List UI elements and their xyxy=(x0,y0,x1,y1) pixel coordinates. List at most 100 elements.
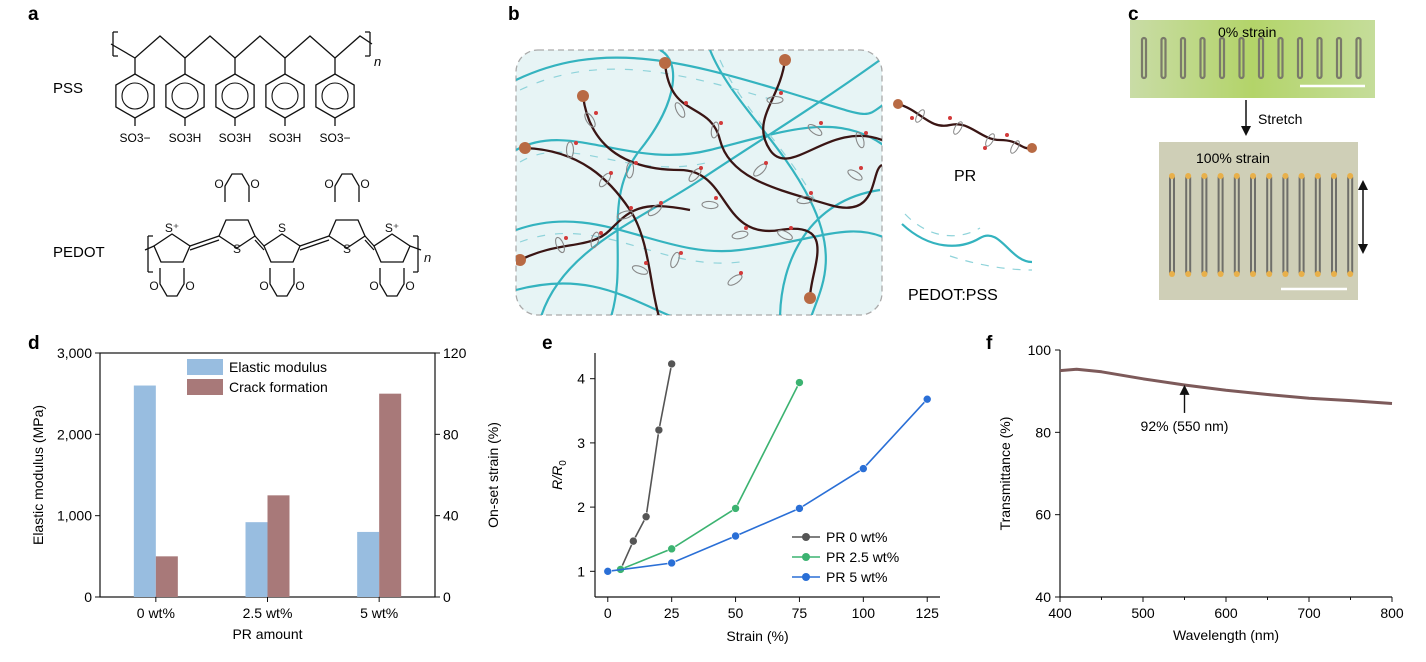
series-point xyxy=(603,567,613,576)
series-point xyxy=(667,544,676,554)
panel-c-letter: c xyxy=(1128,4,1139,25)
x-tick-label: 0 wt% xyxy=(137,605,175,621)
x-axis-label: Strain (%) xyxy=(726,628,788,644)
pss-group-label: SO3H xyxy=(219,131,252,145)
pr-legend-label: PR xyxy=(954,168,976,185)
series-point xyxy=(654,425,664,435)
oxygen-label: O xyxy=(360,177,369,191)
y-tick-label: 0 xyxy=(84,589,92,605)
network-content xyxy=(516,50,882,315)
pedot-subscript-n: n xyxy=(424,250,431,265)
chart-d: d 0 1,000 2,000 3,000 0 40 80 120 0 wt% 2.5 wt% 5 … xyxy=(28,333,501,642)
sulfur-label: S⁺ xyxy=(165,221,179,235)
x-axis-label: Wavelength (nm) xyxy=(1173,627,1279,643)
bar-crack-formation xyxy=(155,556,178,597)
bar-elastic-modulus xyxy=(133,385,156,597)
oxygen-label: O xyxy=(369,279,378,293)
series-point xyxy=(629,536,638,546)
sulfur-label: S⁺ xyxy=(385,221,399,235)
series-point xyxy=(922,394,932,404)
y-axis-label: R/R0 xyxy=(549,460,569,490)
y-tick-label: 2 xyxy=(577,499,585,515)
panel-e-letter: e xyxy=(542,333,553,354)
pr-chains xyxy=(519,59,882,315)
panel-a: a PSS PEDOT n SO3− SO3H SO3H SO3H SO3− S⁺ S S S… xyxy=(0,0,470,320)
panel-c-photos: c 0% strain Stretch 100% strain xyxy=(1128,4,1375,300)
pss-group-label: SO3− xyxy=(319,131,350,145)
series-point xyxy=(795,378,804,387)
series-point xyxy=(731,531,740,541)
panel-c: c 0% strain Stretch 100% strain xyxy=(1095,0,1426,320)
y-tick-label: 1,000 xyxy=(57,508,92,524)
panel-b: b xyxy=(480,0,1050,320)
panel-e: e 0 25 50 75 100 125 1 2 3 4 Strain (%) R/R0 PR 0 wt… xyxy=(520,325,970,657)
x-tick-label: 600 xyxy=(1214,605,1238,621)
pss-group-label: SO3H xyxy=(269,131,302,145)
top-photo-lines xyxy=(1140,36,1362,80)
y-tick-label: 3,000 xyxy=(57,345,92,361)
legend-marker xyxy=(802,573,810,581)
pr-end-beads xyxy=(516,54,816,304)
x-tick-label: 0 xyxy=(604,605,612,621)
legend-label: PR 5 wt% xyxy=(826,569,887,585)
pss-group-label: SO3H xyxy=(169,131,202,145)
y-right-tick-label: 40 xyxy=(443,508,459,524)
chart-e: e 0 25 50 75 100 125 1 2 3 4 Strain (%) R/R0 PR 0 wt… xyxy=(542,333,940,644)
oxygen-label: O xyxy=(324,177,333,191)
series-point xyxy=(731,504,740,513)
x-tick-label: 25 xyxy=(664,605,680,621)
annotation-label: 92% (550 nm) xyxy=(1141,418,1229,434)
legend-marker xyxy=(802,553,810,561)
y-tick-label: 2,000 xyxy=(57,426,92,442)
chart-f: f 400 500 600 700 800 40 60 80 100 Wavelength (nm… xyxy=(986,333,1404,643)
oxygen-label: O xyxy=(149,279,158,293)
series-line xyxy=(619,363,673,570)
legend-label: Elastic modulus xyxy=(229,359,327,375)
x-tick-label: 700 xyxy=(1297,605,1321,621)
y-right-axis-label: On-set strain (%) xyxy=(485,422,501,528)
series-point xyxy=(795,504,804,513)
double-arrow-bottom xyxy=(1358,244,1368,254)
y-axis-label: Elastic modulus (MPa) xyxy=(30,405,46,545)
panel-a-letter: a xyxy=(28,4,39,25)
sulfur-label: S xyxy=(278,221,286,235)
x-axis-label: PR amount xyxy=(232,626,302,642)
series-line xyxy=(607,398,928,573)
label-100-strain: 100% strain xyxy=(1196,150,1270,166)
legend-swatch xyxy=(187,379,223,395)
photo-100-strain xyxy=(1159,142,1358,300)
pedot-legend-glyph xyxy=(901,213,1033,271)
y-axis-label: Transmittance (%) xyxy=(997,417,1013,531)
x-tick-label: 75 xyxy=(792,605,808,621)
network-box xyxy=(515,49,883,316)
pss-rings: SO3− SO3H SO3H SO3H SO3− xyxy=(115,58,355,145)
x-tick-label: 400 xyxy=(1048,605,1072,621)
sulfur-label: S xyxy=(233,242,241,256)
series-point xyxy=(859,464,868,473)
legend-marker xyxy=(802,533,810,541)
pss-subscript-n: n xyxy=(374,54,381,69)
x-tick-label: 100 xyxy=(852,605,876,621)
bar-crack-formation xyxy=(379,393,402,597)
y-tick-label: 60 xyxy=(1035,507,1051,523)
pss-backbone xyxy=(110,31,373,59)
pr-side-rings xyxy=(555,91,868,286)
stretch-arrow-head xyxy=(1241,126,1251,136)
double-arrow-top xyxy=(1358,180,1368,190)
y-tick-label: 80 xyxy=(1035,424,1051,440)
series-point xyxy=(667,359,676,369)
legend-label: Crack formation xyxy=(229,379,328,395)
bar-elastic-modulus xyxy=(245,522,268,597)
oxygen-label: O xyxy=(250,177,259,191)
panel-d: d 0 1,000 2,000 3,000 0 40 80 120 0 wt% 2.5 wt% 5 … xyxy=(0,325,520,657)
pedot-pss-dashes xyxy=(519,59,821,264)
y-right-tick-label: 120 xyxy=(443,345,467,361)
oxygen-label: O xyxy=(185,279,194,293)
y-right-tick-label: 80 xyxy=(443,426,459,442)
y-tick-label: 100 xyxy=(1028,342,1052,358)
x-tick-label: 125 xyxy=(916,605,940,621)
pedot-structure: S⁺ S S S S⁺ O O O O O O O O O On xyxy=(144,173,431,297)
bar-elastic-modulus xyxy=(357,531,380,597)
panel-d-letter: d xyxy=(28,333,40,354)
x-tick-label: 5 wt% xyxy=(360,605,398,621)
